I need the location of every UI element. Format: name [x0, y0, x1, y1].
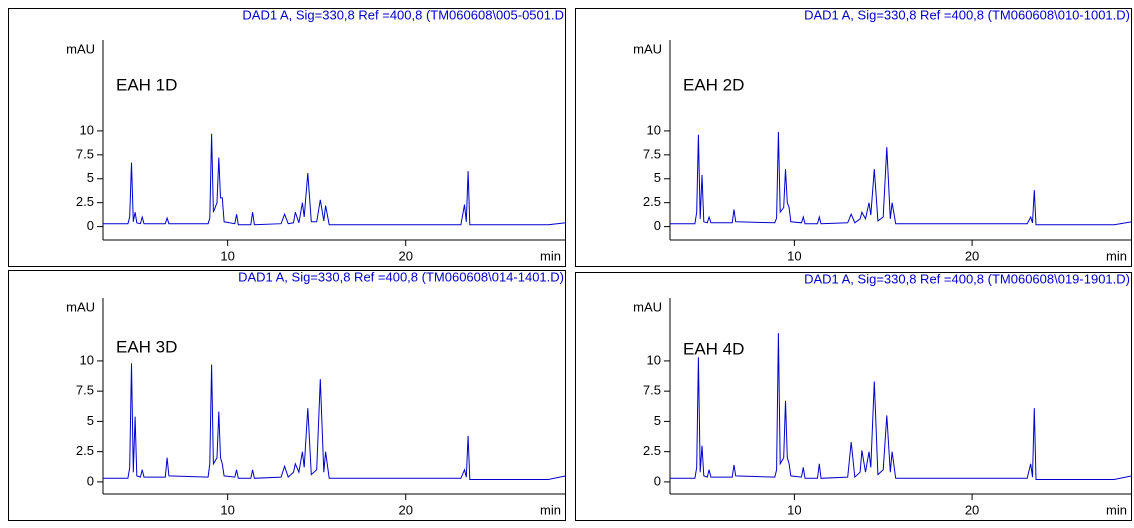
x-axis-label: min — [540, 502, 561, 517]
chart-title: DAD1 A, Sig=330,8 Ref =400,8 (TM060608\0… — [238, 269, 564, 284]
y-tick-label: 10 — [80, 352, 94, 367]
x-axis-label: min — [540, 248, 561, 263]
y-axis-label: mAU — [66, 299, 95, 314]
sample-label: EAH 1D — [116, 75, 177, 94]
y-tick-label: 7.5 — [643, 383, 661, 398]
y-tick-label: 7.5 — [76, 383, 94, 398]
chart-panel: DAD1 A, Sig=330,8 Ref =400,8 (TM060608\0… — [8, 7, 566, 267]
x-tick-label: 20 — [398, 502, 412, 517]
y-tick-label: 5 — [654, 170, 661, 185]
sample-label: EAH 4D — [683, 339, 744, 358]
x-tick-label: 20 — [965, 502, 979, 517]
x-tick-label: 10 — [220, 502, 234, 517]
sample-label: EAH 2D — [683, 75, 744, 94]
panel-frame — [8, 8, 566, 267]
y-tick-label: 0 — [87, 218, 94, 233]
sample-label: EAH 3D — [116, 337, 177, 356]
chart-title: DAD1 A, Sig=330,8 Ref =400,8 (TM060608\0… — [804, 7, 1130, 22]
x-tick-label: 20 — [398, 248, 412, 263]
signal-trace — [103, 133, 566, 226]
y-tick-label: 2.5 — [643, 194, 661, 209]
y-tick-label: 2.5 — [76, 194, 94, 209]
y-tick-label: 5 — [87, 413, 94, 428]
x-axis-label: min — [1106, 502, 1127, 517]
x-tick-label: 10 — [787, 248, 801, 263]
signal-trace — [670, 131, 1132, 226]
panel-frame — [8, 270, 566, 521]
y-tick-label: 10 — [647, 352, 661, 367]
y-tick-label: 0 — [654, 473, 661, 488]
chart-title: DAD1 A, Sig=330,8 Ref =400,8 (TM060608\0… — [242, 7, 564, 22]
y-tick-label: 2.5 — [76, 443, 94, 458]
y-tick-label: 7.5 — [643, 146, 661, 161]
x-tick-label: 10 — [220, 248, 234, 263]
x-axis-label: min — [1106, 248, 1127, 263]
y-tick-label: 0 — [654, 218, 661, 233]
y-axis-label: mAU — [633, 41, 662, 56]
y-tick-label: 2.5 — [643, 443, 661, 458]
x-tick-label: 20 — [965, 248, 979, 263]
signal-trace — [670, 333, 1132, 480]
y-tick-label: 10 — [80, 122, 94, 137]
panel-frame — [575, 8, 1132, 267]
chart-title: DAD1 A, Sig=330,8 Ref =400,8 (TM060608\0… — [804, 271, 1130, 286]
y-tick-label: 5 — [87, 170, 94, 185]
x-tick-label: 10 — [787, 502, 801, 517]
y-axis-label: mAU — [633, 299, 662, 314]
y-axis-label: mAU — [66, 41, 95, 56]
chart-panel: DAD1 A, Sig=330,8 Ref =400,8 (TM060608\0… — [575, 271, 1132, 521]
chart-panel: DAD1 A, Sig=330,8 Ref =400,8 (TM060608\0… — [575, 7, 1132, 267]
y-tick-label: 0 — [87, 473, 94, 488]
y-tick-label: 7.5 — [76, 146, 94, 161]
y-tick-label: 5 — [654, 413, 661, 428]
signal-trace — [103, 363, 566, 480]
chart-panel: DAD1 A, Sig=330,8 Ref =400,8 (TM060608\0… — [8, 269, 566, 521]
y-tick-label: 10 — [647, 122, 661, 137]
